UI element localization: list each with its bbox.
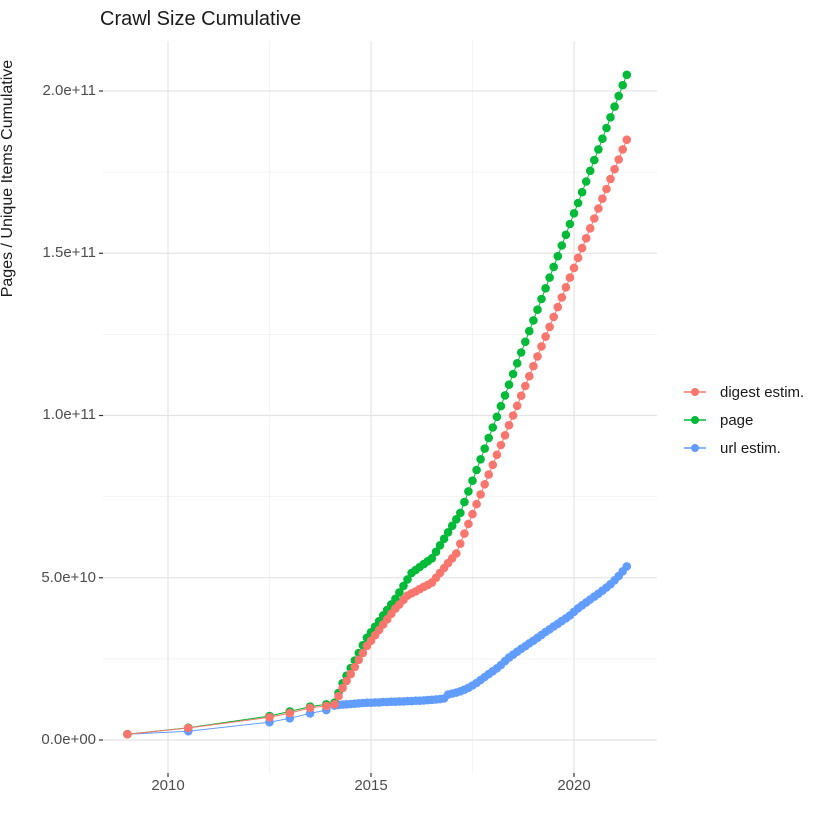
legend: digest estim. page url estim. bbox=[684, 378, 804, 462]
y-tick-label-4: 2.0e+11 bbox=[42, 82, 96, 99]
y-tick-label-2: 1.0e+11 bbox=[42, 406, 96, 423]
series-digest-estim bbox=[123, 135, 632, 739]
legend-key-digest-estim-icon bbox=[684, 388, 706, 396]
legend-label-digest-estim: digest estim. bbox=[720, 383, 805, 401]
legend-key-page-icon bbox=[684, 416, 706, 424]
gridlines bbox=[103, 41, 657, 773]
x-tick-label-2010: 2010 bbox=[151, 777, 185, 794]
chart-title: Crawl Size Cumulative bbox=[100, 8, 302, 30]
legend-label-url-estim: url estim. bbox=[720, 439, 781, 457]
legend-item-url-estim: url estim. bbox=[684, 434, 804, 462]
x-tick-label-2020: 2020 bbox=[557, 777, 591, 794]
y-tick-label-3: 1.5e+11 bbox=[42, 244, 96, 261]
legend-key-url-estim-icon bbox=[684, 444, 706, 452]
legend-label-page: page bbox=[720, 411, 754, 429]
legend-item-page: page bbox=[684, 406, 804, 434]
y-tick-label-1: 5.0e+10 bbox=[41, 569, 96, 586]
y-axis-title: Pages / Unique Items Cumulative bbox=[0, 59, 16, 298]
x-tick-label-2015: 2015 bbox=[354, 777, 388, 794]
series-url-estim bbox=[123, 562, 632, 739]
legend-item-digest-estim: digest estim. bbox=[684, 378, 804, 406]
y-tick-label-0: 0.0e+00 bbox=[41, 731, 96, 748]
axis-ticks bbox=[99, 90, 575, 777]
